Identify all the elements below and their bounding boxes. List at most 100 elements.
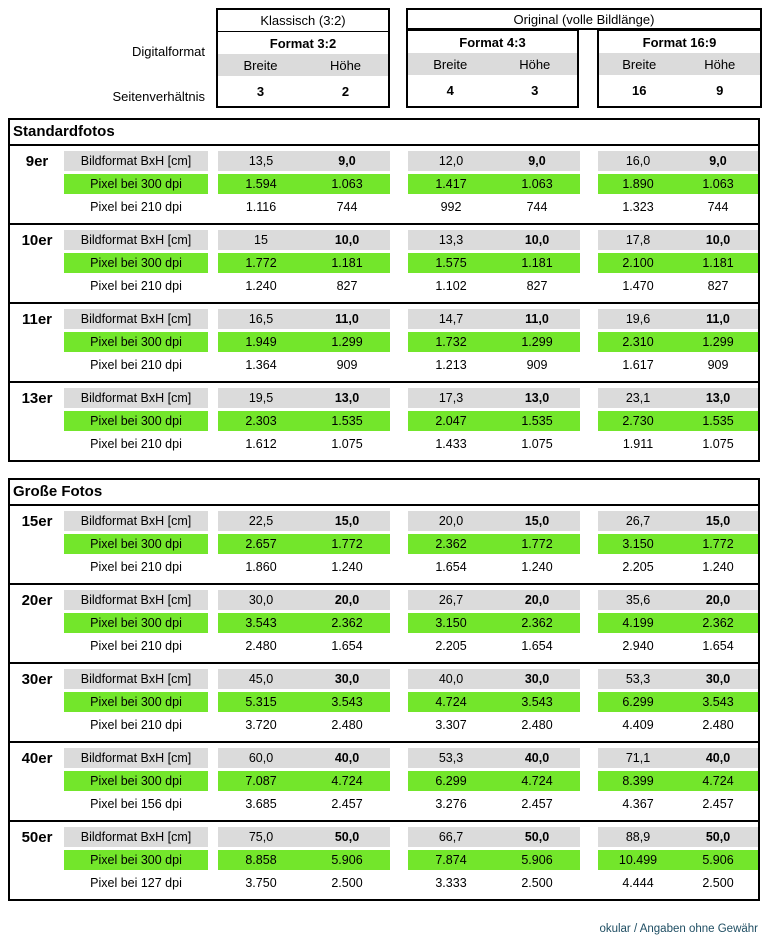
spacer [580, 850, 598, 870]
spacer [208, 715, 218, 735]
table-section: Große Fotos 15er Bildformat BxH [cm] 22,… [8, 478, 760, 901]
row-label-cell: Pixel bei 300 dpi [64, 692, 208, 712]
value-cell-3-2-hoehe: 1.654 [331, 639, 363, 653]
spacer [390, 434, 408, 454]
value-cell-4-3-breite: 26,7 [408, 590, 494, 610]
table-row: Pixel bei 210 dpi 1.364 909 1.213 909 1.… [10, 355, 758, 375]
value-cell-16-9-breite: 1.617 [622, 358, 654, 372]
spacer [208, 534, 218, 554]
row-label-cell: Pixel bei 210 dpi [90, 639, 182, 653]
value-cell-3-2-hoehe: 15,0 [304, 511, 390, 531]
value-cell-16-9-breite: 4.409 [622, 718, 654, 732]
table-row: Pixel bei 210 dpi 1.116 744 992 744 1.32… [10, 197, 758, 217]
value-cell-16-9-hoehe: 50,0 [678, 827, 758, 847]
row-group-size-label [10, 794, 64, 814]
value-cell-16-9-breite: 26,7 [598, 511, 678, 531]
spacer [208, 434, 218, 454]
spacer [580, 771, 598, 791]
value-cell-16-9-breite: 23,1 [598, 388, 678, 408]
spacer [390, 850, 408, 870]
spacer [390, 276, 408, 296]
klassisch-title: Klassisch (3:2) [218, 10, 388, 32]
row-label-cell: Pixel bei 127 dpi [90, 876, 182, 890]
ratio-breite-value: 16 [632, 83, 647, 98]
spacer [208, 692, 218, 712]
value-cell-3-2-breite: 7.087 [218, 771, 304, 791]
spacer [390, 715, 408, 735]
spacer [580, 174, 598, 194]
value-cell-3-2-hoehe: 40,0 [304, 748, 390, 768]
spacer [390, 827, 408, 847]
spacer [580, 636, 598, 656]
table-row: 50er Bildformat BxH [cm] 75,0 50,0 66,7 … [10, 827, 758, 847]
format-box-original: Original (volle Bildlänge) Format 4:3 Br… [406, 8, 762, 108]
column-header-row: Breite Höhe [408, 53, 577, 75]
value-cell-4-3-breite: 1.654 [435, 560, 467, 574]
value-cell-3-2-breite: 2.657 [218, 534, 304, 554]
value-cell-4-3-breite: 1.213 [435, 358, 467, 372]
spacer [390, 613, 408, 633]
format-box-4-3: Format 4:3 Breite Höhe 4 3 [406, 30, 579, 108]
value-cell-4-3-breite: 2.047 [408, 411, 494, 431]
table-row: Pixel bei 300 dpi 7.087 4.724 6.299 4.72… [10, 771, 758, 791]
value-cell-3-2-breite: 22,5 [218, 511, 304, 531]
value-cell-4-3-hoehe: 9,0 [494, 151, 580, 171]
section-body: 15er Bildformat BxH [cm] 22,5 15,0 20,0 … [10, 506, 758, 899]
table-row: Pixel bei 210 dpi 1.240 827 1.102 827 1.… [10, 276, 758, 296]
table-row: Pixel bei 210 dpi 1.860 1.240 1.654 1.24… [10, 557, 758, 577]
table-row: Pixel bei 127 dpi 3.750 2.500 3.333 2.50… [10, 873, 758, 893]
row-label-cell: Pixel bei 300 dpi [64, 534, 208, 554]
ratio-breite-value: 3 [256, 83, 265, 99]
spacer [580, 715, 598, 735]
spacer [390, 355, 408, 375]
section-body: 9er Bildformat BxH [cm] 13,5 9,0 12,0 9,… [10, 146, 758, 460]
row-group-size-label [10, 434, 64, 454]
value-cell-16-9-breite: 1.470 [622, 279, 654, 293]
spacer [208, 309, 218, 329]
spacer [208, 276, 218, 296]
size-row-group: 9er Bildformat BxH [cm] 13,5 9,0 12,0 9,… [10, 146, 758, 223]
table-sections: Standardfotos 9er Bildformat BxH [cm] 13… [8, 118, 760, 901]
value-cell-3-2-hoehe: 1.535 [304, 411, 390, 431]
column-header-row: Breite Höhe [599, 53, 760, 75]
table-row: 20er Bildformat BxH [cm] 30,0 20,0 26,7 … [10, 590, 758, 610]
value-cell-4-3-hoehe: 30,0 [494, 669, 580, 689]
spacer [580, 388, 598, 408]
row-group-size-label [10, 411, 64, 431]
value-cell-4-3-hoehe: 50,0 [494, 827, 580, 847]
hoehe-column-label: Höhe [303, 54, 388, 76]
ratio-row-4-3: 4 3 [408, 75, 577, 106]
spacer [580, 827, 598, 847]
row-group-size-label: 9er [25, 152, 49, 170]
value-cell-4-3-breite: 3.333 [435, 876, 467, 890]
value-cell-3-2-hoehe: 1.772 [304, 534, 390, 554]
spacer [390, 794, 408, 814]
value-cell-4-3-hoehe: 827 [526, 279, 548, 293]
section-title: Standardfotos [10, 120, 758, 146]
row-group-size-label [10, 771, 64, 791]
value-cell-4-3-hoehe: 2.457 [521, 797, 553, 811]
size-row-group: 15er Bildformat BxH [cm] 22,5 15,0 20,0 … [10, 506, 758, 583]
value-cell-4-3-hoehe: 10,0 [494, 230, 580, 250]
spacer [580, 613, 598, 633]
value-cell-16-9-breite: 16,0 [598, 151, 678, 171]
breite-column-label: Breite [218, 54, 303, 76]
value-cell-4-3-breite: 1.732 [408, 332, 494, 352]
row-group-size-label [10, 692, 64, 712]
table-row: 11er Bildformat BxH [cm] 16,5 11,0 14,7 … [10, 309, 758, 329]
value-cell-16-9-breite: 1.890 [598, 174, 678, 194]
spacer [580, 411, 598, 431]
value-cell-3-2-breite: 8.858 [218, 850, 304, 870]
value-cell-16-9-hoehe: 1.063 [678, 174, 758, 194]
value-cell-4-3-breite: 1.433 [435, 437, 467, 451]
value-cell-3-2-hoehe: 50,0 [304, 827, 390, 847]
spacer [208, 388, 218, 408]
ratio-hoehe-value: 3 [531, 83, 539, 98]
value-cell-4-3-breite: 3.276 [435, 797, 467, 811]
value-cell-3-2-breite: 75,0 [218, 827, 304, 847]
value-cell-3-2-hoehe: 2.500 [331, 876, 363, 890]
spacer [580, 332, 598, 352]
spacer [580, 434, 598, 454]
spacer [580, 557, 598, 577]
